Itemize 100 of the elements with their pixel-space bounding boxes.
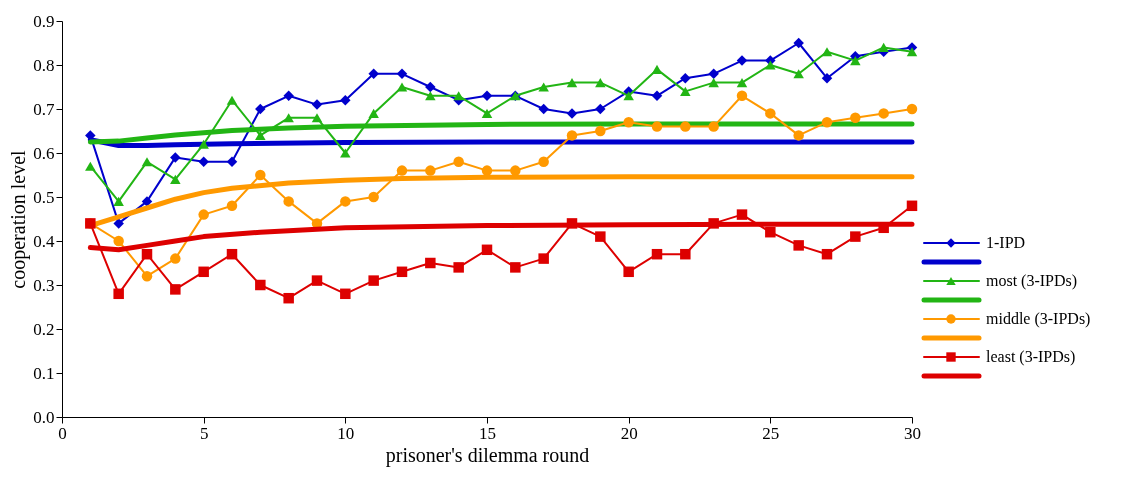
point [481, 108, 493, 118]
point [538, 103, 549, 115]
point [736, 90, 748, 102]
point [198, 266, 209, 278]
point [255, 169, 266, 181]
point [906, 103, 918, 115]
point [141, 270, 153, 282]
point [651, 90, 663, 102]
point [425, 81, 436, 93]
point [141, 157, 153, 167]
point [368, 191, 379, 203]
point [170, 284, 181, 295]
point [226, 95, 238, 105]
y-tick-label: 0.4 [33, 231, 55, 251]
point [198, 209, 209, 220]
point [170, 174, 181, 184]
x-tick-label: 20 [620, 423, 638, 443]
point [793, 240, 804, 251]
point [340, 288, 351, 300]
point [566, 108, 578, 119]
point [113, 218, 124, 229]
point [283, 90, 294, 102]
point [368, 68, 379, 80]
point [850, 56, 861, 66]
point [368, 275, 379, 286]
point [821, 248, 833, 260]
point [368, 108, 379, 118]
y-tick-label: 0.7 [33, 99, 55, 119]
legend-label: least (3-IPDs) [986, 348, 1076, 366]
y-tick-label: 0.8 [33, 55, 55, 75]
point [793, 37, 804, 49]
point [425, 91, 436, 101]
point [396, 266, 408, 278]
point [821, 47, 833, 57]
point [736, 78, 748, 88]
point [708, 68, 719, 80]
y-tick-label: 0.1 [33, 363, 55, 383]
point [396, 68, 408, 80]
point [736, 55, 748, 66]
point [680, 248, 691, 260]
point [595, 125, 606, 137]
x-axis-title: prisoner's dilemma round [385, 443, 590, 467]
point [226, 200, 238, 212]
point [311, 275, 323, 286]
point [255, 279, 266, 291]
point [906, 200, 918, 212]
point [623, 266, 634, 278]
y-tick-label: 0.9 [33, 11, 55, 31]
point [113, 288, 124, 300]
point [396, 165, 408, 176]
y-tick-label: 0.3 [33, 275, 55, 295]
point [680, 72, 691, 84]
y-tick-label: 0.2 [33, 319, 55, 339]
point [538, 156, 549, 168]
point [566, 78, 578, 88]
point [906, 47, 918, 57]
x-tick-label: 5 [199, 423, 209, 443]
y-tick-label: 0.0 [33, 407, 55, 427]
point [481, 90, 493, 102]
point [708, 78, 719, 88]
point [821, 116, 833, 128]
point [481, 165, 493, 176]
point [793, 130, 804, 141]
point [850, 112, 861, 124]
point [680, 86, 691, 96]
point [680, 121, 691, 132]
y-tick-label: 0.6 [33, 143, 55, 163]
point [198, 156, 209, 168]
point [340, 196, 351, 207]
point [651, 248, 663, 260]
point [765, 226, 776, 238]
y-tick-label: 0.5 [33, 187, 55, 207]
point [538, 82, 549, 92]
point [566, 130, 578, 141]
legend-label: most (3-IPDs) [986, 272, 1078, 290]
point [283, 292, 294, 304]
point [283, 113, 294, 123]
point [113, 235, 124, 247]
point [453, 156, 464, 168]
point [481, 244, 493, 256]
point [226, 156, 238, 168]
point [736, 209, 748, 220]
point [311, 99, 323, 110]
point [396, 82, 408, 92]
point [453, 262, 464, 273]
y-axis-title: cooperation level [7, 149, 31, 289]
point [623, 116, 634, 128]
point [340, 94, 351, 106]
point [878, 42, 889, 52]
x-tick-label: 0 [58, 423, 67, 443]
point [226, 248, 238, 260]
point [510, 165, 521, 176]
point [850, 231, 861, 242]
point [453, 91, 464, 101]
point [793, 69, 804, 79]
x-tick-label: 25 [762, 423, 780, 443]
point [651, 121, 663, 132]
point [821, 72, 833, 84]
point [538, 253, 549, 264]
point [510, 262, 521, 273]
